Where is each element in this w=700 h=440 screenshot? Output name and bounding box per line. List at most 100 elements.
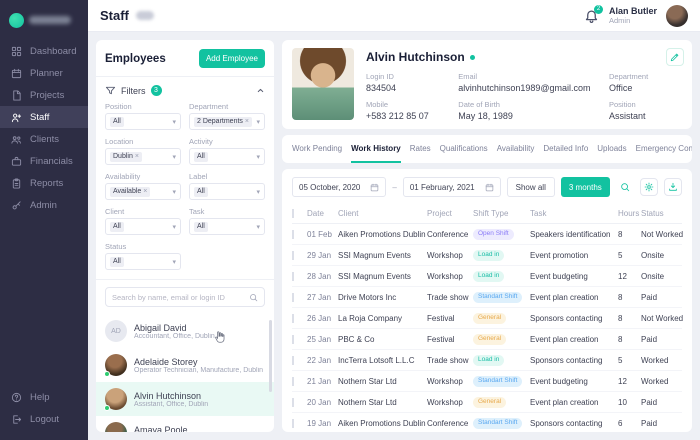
sidebar-item-label: Financials bbox=[30, 155, 73, 167]
remove-tag-icon[interactable]: × bbox=[134, 153, 139, 160]
filter-select-department[interactable]: 2 Departments × ▾ bbox=[189, 113, 265, 130]
cell-hours: 5 bbox=[618, 355, 623, 365]
cell-date: 01 Feb bbox=[307, 229, 332, 239]
sidebar-item-staff[interactable]: Staff bbox=[0, 106, 88, 128]
row-checkbox[interactable] bbox=[292, 418, 294, 428]
table-row[interactable]: 01 Feb Aiken Promotions Dublin Conferenc… bbox=[292, 224, 683, 245]
employee-search[interactable] bbox=[105, 287, 265, 307]
cell-status: Onsite bbox=[641, 271, 665, 281]
calendar-icon bbox=[370, 183, 379, 192]
filter-select-activity[interactable]: All ▾ bbox=[189, 148, 265, 165]
sidebar-item-financials[interactable]: Financials bbox=[0, 150, 88, 172]
sidebar-item-admin[interactable]: Admin bbox=[0, 194, 88, 216]
cell-task: Event plan creation bbox=[530, 292, 599, 302]
list-scrollbar[interactable] bbox=[269, 320, 272, 392]
notifications-button[interactable]: 2 bbox=[584, 4, 603, 24]
cell-project: Workshop bbox=[427, 397, 463, 407]
filter-select-task[interactable]: All ▾ bbox=[189, 218, 265, 235]
edit-profile-button[interactable] bbox=[666, 48, 684, 66]
filter-value: 2 Departments × bbox=[194, 116, 253, 127]
filter-select-location[interactable]: Dublin × ▾ bbox=[105, 148, 181, 165]
table-row[interactable]: 22 Jan IncTerra Lotsoft L.L.C Trade show… bbox=[292, 350, 682, 371]
table-settings-button[interactable] bbox=[640, 178, 658, 196]
remove-tag-icon[interactable]: × bbox=[244, 118, 250, 125]
row-checkbox[interactable] bbox=[292, 355, 294, 365]
row-checkbox[interactable] bbox=[292, 376, 294, 386]
employee-subtitle: Accountant, Office, Dublin bbox=[134, 332, 215, 340]
employee-list-item[interactable]: Amaya Poole Research Intern, Office, Dub… bbox=[96, 416, 274, 432]
row-checkbox[interactable] bbox=[292, 313, 294, 323]
sidebar-item-help[interactable]: Help bbox=[0, 386, 88, 408]
app-logo[interactable] bbox=[0, 8, 88, 32]
cell-hours: 12 bbox=[618, 376, 627, 386]
user-avatar[interactable] bbox=[666, 4, 688, 27]
sidebar-item-logout[interactable]: Logout bbox=[0, 408, 88, 430]
table-row[interactable]: 29 Jan SSI Magnum Events Workshop Load i… bbox=[292, 245, 682, 266]
cell-hours: 5 bbox=[618, 250, 623, 260]
cell-task: Sponsors contacting bbox=[530, 355, 603, 365]
tab-work-history[interactable]: Work History bbox=[351, 135, 401, 163]
employees-header: Employees Add Employee bbox=[96, 40, 274, 77]
table-row[interactable]: 27 Jan Drive Motors Inc Trade show Stand… bbox=[292, 287, 682, 308]
filter-label: Label bbox=[189, 172, 208, 181]
employee-list-item[interactable]: Adelaide Storey Operator Technician, Man… bbox=[96, 348, 274, 382]
filter-select-label[interactable]: All ▾ bbox=[189, 183, 265, 200]
tab-uploads[interactable]: Uploads bbox=[597, 143, 627, 153]
sidebar-item-clients[interactable]: Clients bbox=[0, 128, 88, 150]
select-all-checkbox[interactable] bbox=[292, 209, 294, 218]
add-employee-button[interactable]: Add Employee bbox=[198, 49, 265, 68]
cell-task: Event budgeting bbox=[530, 271, 588, 281]
employee-avatar bbox=[104, 388, 127, 411]
cell-date: 26 Jan bbox=[307, 313, 332, 323]
remove-tag-icon[interactable]: × bbox=[143, 188, 148, 195]
filter-select-status[interactable]: All ▾ bbox=[105, 253, 181, 270]
employee-list-item[interactable]: AD Abigail David Accountant, Office, Dub… bbox=[96, 314, 274, 348]
sidebar-item-reports[interactable]: Reports bbox=[0, 172, 88, 194]
row-checkbox[interactable] bbox=[292, 271, 294, 281]
toolbar-icons bbox=[616, 178, 682, 196]
row-checkbox[interactable] bbox=[292, 250, 294, 260]
filter-department: Department 2 Departments × ▾ bbox=[189, 102, 265, 130]
sidebar: Dashboard Planner Projects Staff Clients… bbox=[0, 0, 88, 440]
chevron-up-icon[interactable] bbox=[256, 86, 265, 95]
cell-task: Sponsors contacting bbox=[530, 313, 603, 323]
download-button[interactable] bbox=[664, 178, 682, 196]
filter-select-position[interactable]: All ▾ bbox=[105, 113, 181, 130]
table-row[interactable]: 28 Jan SSI Magnum Events Workshop Load i… bbox=[292, 266, 682, 287]
sidebar-item-planner[interactable]: Planner bbox=[0, 62, 88, 84]
filter-select-client[interactable]: All ▾ bbox=[105, 218, 181, 235]
table-row[interactable]: 20 Jan Nothern Star Ltd Workshop General… bbox=[292, 392, 682, 413]
filter-select-availability[interactable]: Available × ▾ bbox=[105, 183, 181, 200]
calendar-icon bbox=[485, 183, 494, 192]
cell-date: 25 Jan bbox=[307, 334, 332, 344]
tab-availability[interactable]: Availability bbox=[496, 143, 535, 153]
date-to-input[interactable]: 01 February, 2021 bbox=[402, 177, 501, 197]
sidebar-item-dashboard[interactable]: Dashboard bbox=[0, 40, 88, 62]
tab-work-pending[interactable]: Work Pending bbox=[292, 143, 343, 153]
row-checkbox[interactable] bbox=[292, 292, 294, 302]
row-checkbox[interactable] bbox=[292, 397, 294, 407]
cell-date: 27 Jan bbox=[307, 292, 332, 302]
date-from-input[interactable]: 05 October, 2020 bbox=[292, 177, 387, 197]
tab-rates[interactable]: Rates bbox=[409, 143, 431, 153]
tab-detailed-info[interactable]: Detailed Info bbox=[543, 143, 589, 153]
col-header-project: Project bbox=[427, 209, 452, 218]
row-checkbox[interactable] bbox=[292, 334, 294, 344]
show-all-button[interactable]: Show all bbox=[506, 177, 555, 197]
table-row[interactable]: 26 Jan La Roja Company Festival General … bbox=[292, 308, 683, 329]
cell-task: Event promotion bbox=[530, 250, 589, 260]
table-row[interactable]: 21 Jan Nothern Star Ltd Workshop Standar… bbox=[292, 371, 682, 392]
employee-list-item[interactable]: Alvin Hutchinson Assistant, Office, Dubl… bbox=[96, 382, 274, 416]
filters-header[interactable]: Filters 3 bbox=[96, 77, 274, 102]
tab-qualifications[interactable]: Qualifications bbox=[439, 143, 488, 153]
shift-type-badge: Load in bbox=[473, 250, 505, 261]
row-checkbox[interactable] bbox=[292, 229, 294, 239]
col-header-task: Task bbox=[530, 209, 547, 218]
table-row[interactable]: 19 Jan Aiken Promotions Dublin Conferenc… bbox=[292, 413, 682, 432]
table-search-button[interactable] bbox=[616, 178, 634, 196]
tab-emergency-contact[interactable]: Emergency Contact bbox=[635, 143, 692, 153]
sidebar-item-projects[interactable]: Projects bbox=[0, 84, 88, 106]
three-months-button[interactable]: 3 months bbox=[560, 177, 610, 197]
employee-search-input[interactable] bbox=[112, 292, 249, 302]
table-row[interactable]: 25 Jan PBC & Co Festival General Event p… bbox=[292, 329, 682, 350]
